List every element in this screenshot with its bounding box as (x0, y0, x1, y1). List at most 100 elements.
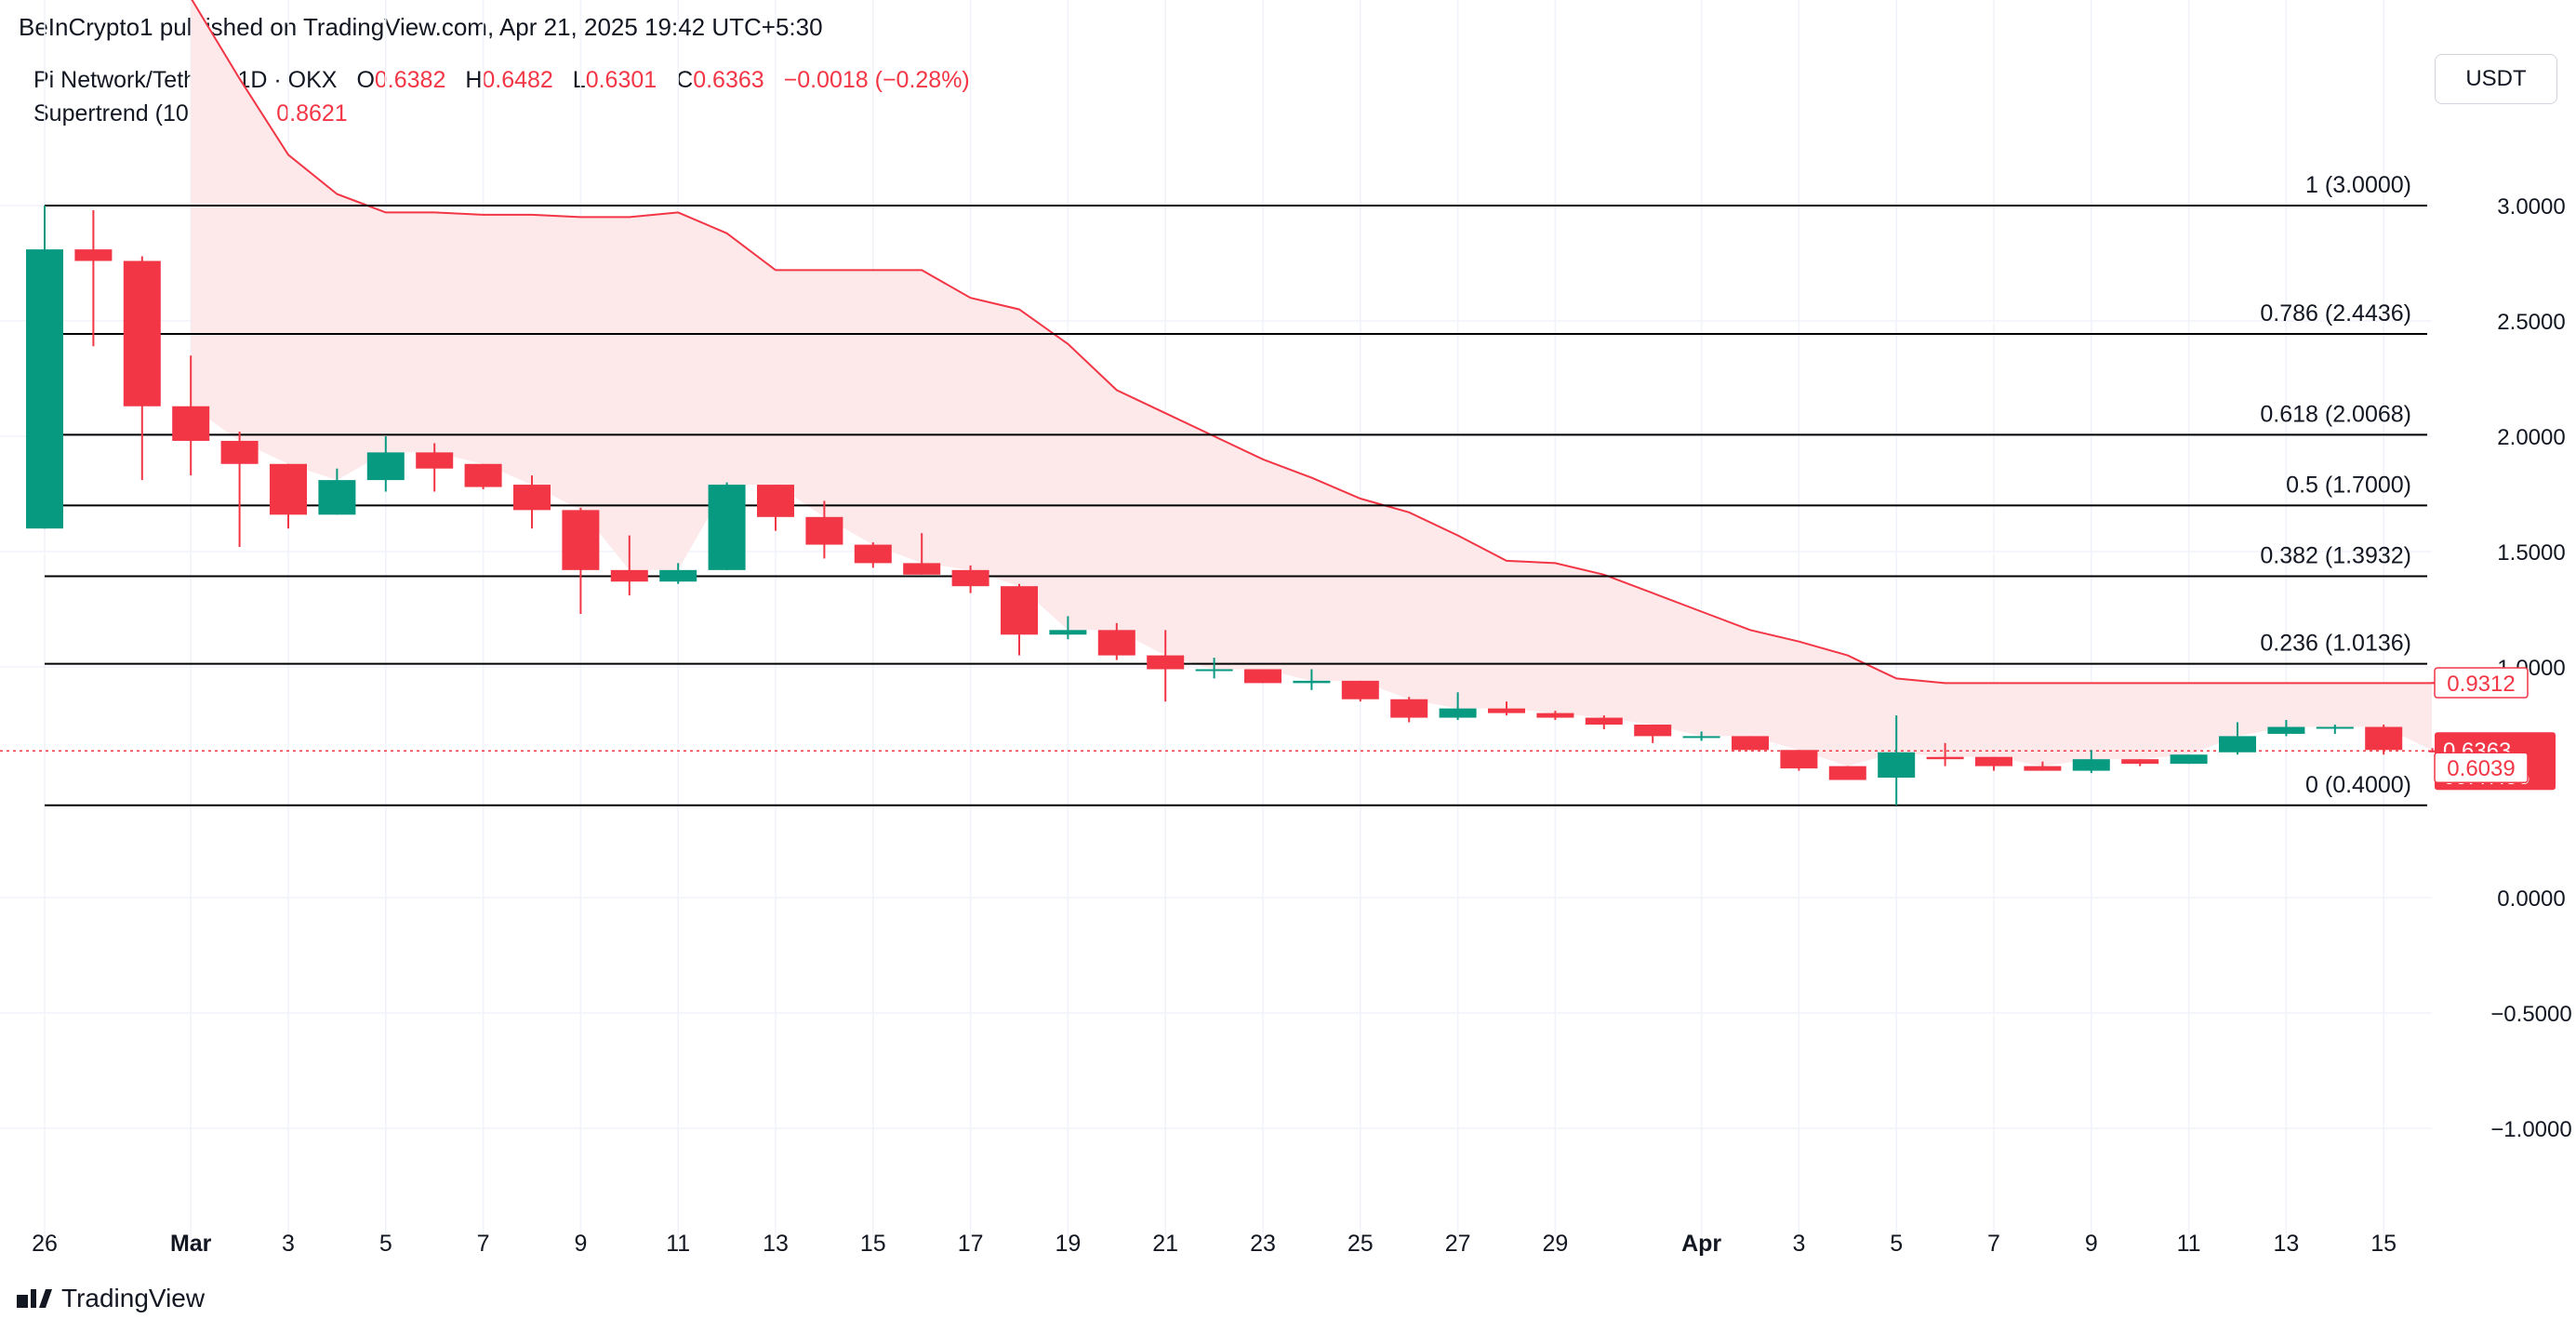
x-tick-label: 5 (1890, 1231, 1903, 1257)
candle-body (1488, 708, 1525, 713)
candle (805, 500, 843, 559)
y-tick-label: 1.5000 (2497, 540, 2565, 566)
x-tick-label: 23 (1250, 1231, 1276, 1257)
x-tick-label: 7 (477, 1231, 490, 1257)
candle (1878, 715, 1916, 806)
candle-body (2219, 736, 2256, 753)
tradingview-brand[interactable]: TradingView (17, 1284, 205, 1313)
candle (270, 463, 307, 529)
candle-body (1147, 655, 1185, 670)
candle (1488, 701, 1525, 716)
candle (123, 256, 161, 481)
y-tick-label: 2.5000 (2497, 310, 2565, 335)
candle (1244, 669, 1281, 684)
candle-body (2170, 754, 2208, 765)
x-tick-label: Apr (1681, 1231, 1721, 1257)
y-tick-label: −0.5000 (2490, 1002, 2571, 1027)
x-tick-label: 15 (2370, 1231, 2397, 1257)
candle (1390, 697, 1428, 723)
candle (708, 482, 746, 570)
high-label: H (465, 67, 483, 93)
candle-body (1732, 736, 1769, 751)
symbol-label[interactable]: Pi Network/Tether · 1D · OKX (33, 67, 338, 93)
candle-body (2072, 759, 2110, 771)
candle-body (318, 480, 356, 515)
candle-body (513, 485, 551, 511)
candle-body (2267, 726, 2305, 734)
y-tick-label: 0.0000 (2497, 886, 2565, 912)
x-tick-label: 13 (763, 1231, 789, 1257)
x-tick-label: 26 (32, 1231, 58, 1257)
candle-body (1097, 630, 1135, 656)
y-tick-label: 3.0000 (2497, 194, 2565, 220)
open-label: O (356, 67, 375, 93)
candle (2267, 720, 2305, 737)
candle (1001, 583, 1038, 656)
low-tag: 0.6039 (2447, 756, 2515, 781)
currency-unit-button[interactable]: USDT (2435, 54, 2557, 104)
candle-body (1780, 750, 1818, 769)
candle-body (854, 544, 892, 564)
candle (1780, 750, 1818, 771)
candle (1585, 715, 1623, 729)
candle-body (951, 569, 989, 587)
candle (610, 535, 648, 596)
candle (757, 485, 794, 531)
fib-label: 0.5 (1.7000) (2286, 472, 2411, 498)
candle-body (270, 463, 307, 515)
candle (220, 432, 259, 548)
candle-body (26, 249, 63, 529)
open-value: 0.6382 (374, 67, 446, 93)
change-value: −0.0018 (−0.28%) (783, 67, 970, 93)
low-label: L (572, 67, 586, 93)
supertrend-line (191, 0, 2482, 685)
tradingview-logo-icon (17, 1289, 52, 1308)
x-tick-label: 9 (574, 1231, 587, 1257)
x-tick-label: 17 (958, 1231, 984, 1257)
fib-label: 1 (3.0000) (2305, 172, 2411, 198)
x-axis: 26 Mar 3 5 7 9 11 13 15 17 19 21 23 25 27 29 Apr 3 5 7 9 11 13… (32, 1231, 2397, 1257)
supertrend-tag: 0.9312 (2447, 672, 2515, 697)
candle (1097, 622, 1135, 660)
candle-body (610, 569, 648, 582)
candle-body (1926, 756, 1964, 760)
x-tick-label: 25 (1348, 1231, 1374, 1257)
y-tick-label: −1.0000 (2490, 1117, 2571, 1142)
ohlc-row: Pi Network/Tether · 1D · OKX O0.6382 H0.… (33, 63, 970, 97)
close-value: 0.6363 (693, 67, 764, 93)
candle (513, 475, 551, 529)
candle (2219, 722, 2256, 755)
x-tick-label: 27 (1445, 1231, 1471, 1257)
candle (1926, 742, 1964, 766)
low-value: 0.6301 (585, 67, 657, 93)
candle (1341, 680, 1379, 702)
candle-body (1001, 586, 1038, 635)
close-label: C (676, 67, 694, 93)
fib-label: 0.786 (2.4436) (2260, 300, 2411, 326)
candle-body (123, 260, 161, 406)
candle-body (74, 249, 113, 261)
candle (1439, 692, 1477, 721)
candle (26, 206, 63, 529)
fib-label: 0 (0.4000) (2305, 772, 2411, 798)
candle-body (1975, 756, 2012, 766)
x-tick-label: 9 (2085, 1231, 2098, 1257)
candle (1682, 731, 1720, 741)
candle-body (805, 516, 843, 545)
candle (903, 533, 941, 575)
x-tick-label: 21 (1152, 1231, 1178, 1257)
fibonacci-levels: 1 (3.0000) 0.786 (2.4436) 0.618 (2.0068) 0.… (45, 172, 2427, 806)
candle (1195, 658, 1233, 679)
candle (74, 209, 113, 347)
candle-body (1341, 680, 1379, 699)
candle-body (1682, 736, 1720, 739)
candle-body (757, 485, 794, 517)
candle (1049, 616, 1087, 640)
candle (416, 443, 454, 492)
candle-body (2316, 726, 2354, 729)
candle-body (1244, 669, 1281, 684)
high-value: 0.6482 (482, 67, 553, 93)
candle (1732, 736, 1769, 751)
